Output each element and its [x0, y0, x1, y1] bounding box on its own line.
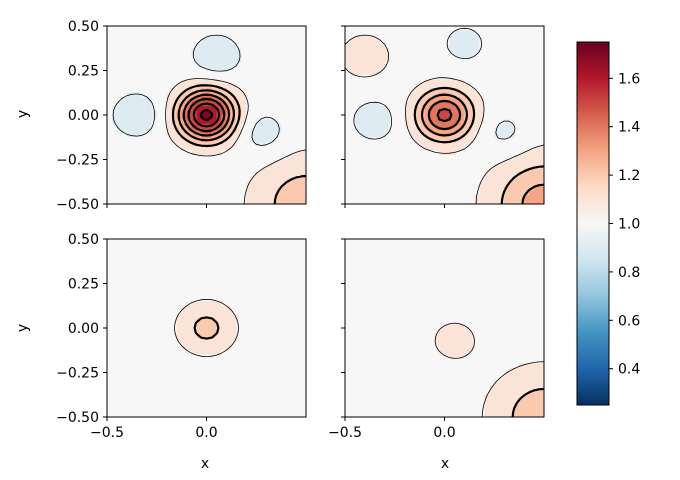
contour-line: [427, 99, 462, 131]
contour-line: [171, 84, 306, 204]
x-tick-label: 0.0: [433, 425, 455, 441]
contour-line: [187, 97, 226, 133]
y-tick-label: 0.00: [68, 108, 99, 124]
contour-lines-bottom-right: [434, 322, 544, 417]
contour-fill-bottom-left: [107, 239, 306, 417]
colorbar-gradient: [576, 41, 610, 406]
contour-lines-top-left: [112, 34, 306, 204]
colorbar-tick-label: 0.4: [618, 362, 640, 378]
contour-lines-top-right: [345, 27, 544, 204]
contour-line: [182, 93, 231, 137]
contour-panel-top-left: 0.50 0.25 0.00 −0.25 −0.50: [56, 19, 307, 213]
colorbar-tick-label: 0.6: [618, 313, 640, 329]
contour-fill-bottom-right: [345, 239, 544, 417]
contour-panel-top-right: [341, 25, 545, 208]
y-axis-label-bottom: y: [15, 324, 31, 332]
y-tick-label: −0.25: [56, 366, 99, 382]
y-tick-label: 0.00: [68, 321, 99, 337]
contour-panel-bottom-left: −0.5 0.0 0.50 0.25 0.00 −0.25 −0.50: [56, 232, 307, 441]
colorbar-tick-label: 1.2: [618, 168, 640, 184]
contour-line: [345, 34, 544, 204]
y-tick-label: 0.50: [68, 19, 99, 35]
y-tick-label: 0.25: [68, 64, 99, 80]
colorbar-tick-label: 0.8: [618, 265, 640, 281]
contour-line: [420, 93, 544, 204]
contour-line: [177, 89, 235, 142]
colorbar-tick-label: 1.0: [618, 217, 640, 233]
contour-line: [174, 299, 239, 357]
y-tick-label: −0.50: [56, 197, 99, 213]
x-tick-label: −0.5: [90, 425, 124, 441]
contour-line: [413, 86, 544, 204]
y-tick-label: 0.50: [68, 232, 99, 248]
x-axis-label-left: x: [201, 456, 209, 472]
colorbar-tick-label: 1.6: [618, 71, 640, 87]
colorbar: 0.4 0.6 0.8 1.0 1.2 1.4 1.6: [576, 41, 640, 406]
contour-line: [165, 78, 306, 204]
y-tick-label: 0.25: [68, 277, 99, 293]
x-axis-label-right: x: [441, 456, 449, 472]
contour-line: [199, 108, 214, 122]
contour-line: [436, 107, 453, 123]
colorbar-tick-label: 1.4: [618, 120, 640, 136]
y-tick-label: −0.50: [56, 410, 99, 426]
contour-fill-top-right: [345, 26, 544, 204]
contour-line: [353, 27, 516, 140]
contour-line: [112, 34, 280, 146]
contour-fill-top-left: [107, 26, 306, 204]
contour-lines-bottom-left: [174, 299, 239, 357]
contour-line: [192, 102, 221, 128]
x-tick-label: 0.0: [195, 425, 217, 441]
contour-line: [434, 322, 544, 417]
x-tick-label: −0.5: [328, 425, 362, 441]
y-tick-label: −0.25: [56, 153, 99, 169]
contour-line: [511, 387, 544, 417]
contour-line: [193, 316, 220, 340]
y-axis-label-top: y: [15, 110, 31, 118]
contour-panel-bottom-right: −0.5 0.0: [328, 238, 545, 441]
